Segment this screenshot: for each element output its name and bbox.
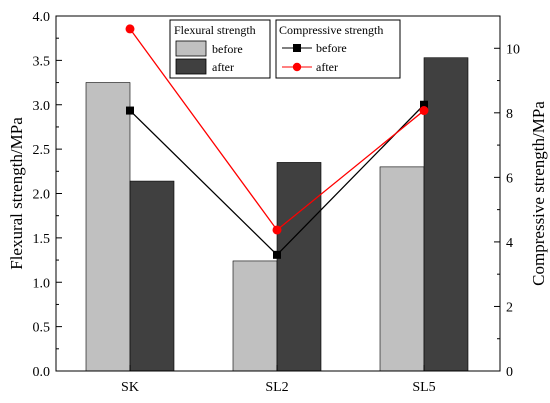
legend-compressive-before-label: before (316, 41, 347, 55)
left-tick-label: 4.0 (33, 10, 51, 25)
x-tick-label-SL2: SL2 (265, 380, 288, 395)
x-tick-label-SK: SK (121, 380, 139, 395)
left-tick-label: 0.5 (33, 321, 51, 336)
bars-layer (85, 57, 469, 372)
point-compressive-before-SL5 (420, 100, 428, 109)
left-tick-label: 0.0 (33, 365, 51, 380)
right-axis-ticks: 0 2 4 6 8 10 (494, 15, 520, 380)
left-tick-label: 3.5 (33, 54, 51, 69)
left-axis-label: Flexural strength/MPa (7, 117, 26, 270)
right-tick-label: 0 (506, 365, 513, 380)
bar-after-SL5 (423, 57, 469, 372)
bar-before-SK (85, 82, 131, 372)
left-tick-label: 3.0 (33, 99, 51, 114)
right-tick-label: 2 (506, 300, 513, 315)
left-axis-ticks: 0.0 0.5 1.0 1.5 2.0 2.5 3.0 3.5 4.0 (33, 10, 62, 380)
legend-compressive-after-label: after (316, 60, 338, 74)
legend-flexural-title: Flexural strength (174, 23, 256, 37)
legend-flexural-before-label: before (212, 42, 243, 56)
lines-layer (125, 24, 429, 259)
point-compressive-after-SL5 (419, 106, 429, 116)
right-axis-label: Compressive strength/MPa (529, 101, 548, 286)
left-tick-label: 2.0 (33, 188, 51, 203)
legend-flexural-after-label: after (212, 60, 234, 74)
bar-after-SK (129, 180, 175, 372)
point-compressive-before-SK (126, 106, 134, 115)
legend-compressive-before-marker (293, 44, 301, 52)
legend-compressive-title: Compressive strength (279, 23, 383, 37)
legend-flexural-before-swatch (175, 40, 207, 57)
legend-compressive: Compressive strength before after (275, 19, 401, 79)
bar-before-SL5 (379, 166, 425, 372)
bar-before-SL2 (232, 260, 278, 372)
x-axis-ticks: SK SL2 SL5 (121, 365, 436, 395)
left-tick-label: 2.5 (33, 143, 51, 158)
legend-flexural: Flexural strength before after (169, 19, 271, 79)
point-compressive-after-SL2 (272, 225, 282, 235)
point-compressive-before-SL2 (273, 250, 281, 259)
x-tick-label-SL5: SL5 (412, 380, 435, 395)
bar-after-SL2 (276, 162, 322, 372)
legend-flexural-after-swatch (175, 58, 207, 75)
right-tick-label: 4 (506, 236, 513, 251)
right-tick-label: 6 (506, 171, 513, 186)
right-tick-label: 8 (506, 107, 513, 122)
left-tick-label: 1.0 (33, 276, 51, 291)
right-tick-label: 10 (506, 42, 520, 57)
legend-compressive-after-marker (292, 62, 302, 72)
left-tick-label: 1.5 (33, 232, 51, 247)
point-compressive-after-SK (125, 24, 135, 34)
